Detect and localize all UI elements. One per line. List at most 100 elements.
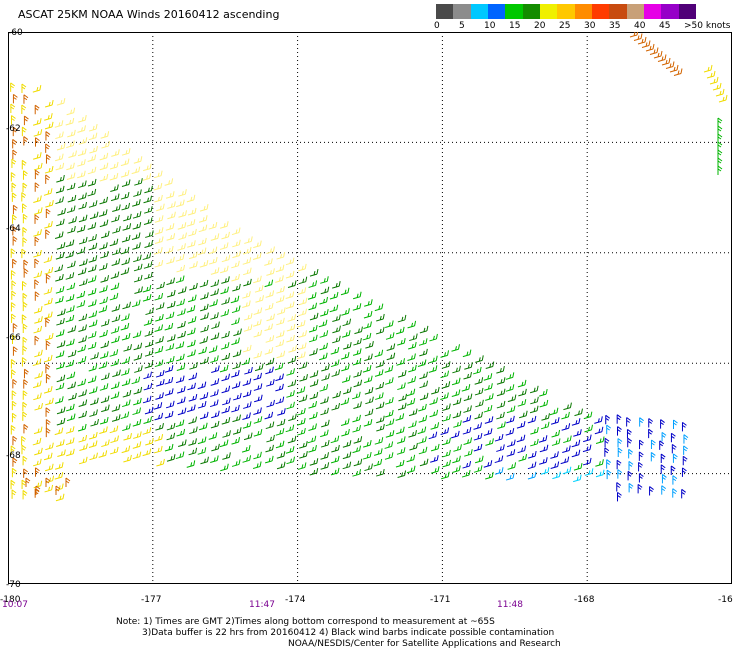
wind-barb [123, 344, 132, 352]
wind-barb [109, 349, 119, 357]
wind-barb [164, 365, 174, 373]
legend-swatch [453, 4, 471, 19]
wind-barb [474, 377, 484, 385]
wind-barb [276, 286, 285, 294]
wind-barb [285, 424, 295, 433]
wind-barb [10, 445, 16, 455]
wind-barb [65, 250, 75, 259]
wind-barb [406, 465, 416, 474]
lon-label: -171 [430, 595, 451, 605]
wind-barb [197, 381, 207, 390]
wind-barb [309, 467, 319, 476]
wind-barb [166, 432, 176, 441]
wind-barb [376, 415, 385, 424]
wind-barb [143, 371, 152, 380]
wind-barb [176, 199, 185, 208]
wind-barb [220, 309, 230, 317]
wind-barb [672, 453, 678, 463]
wind-barb [242, 257, 252, 265]
wind-barb [22, 227, 28, 237]
wind-barb [133, 386, 143, 395]
wind-barb [55, 185, 65, 194]
wind-barb [34, 236, 40, 247]
wind-barb [23, 368, 29, 379]
wind-barb [243, 267, 252, 276]
wind-barb [54, 120, 64, 128]
wind-barb [264, 411, 274, 420]
wind-barb [23, 136, 29, 146]
wind-barb [55, 131, 64, 140]
wind-barb [11, 158, 17, 169]
wind-barb [428, 365, 438, 373]
wind-barb [616, 482, 622, 492]
wind-barb [219, 364, 229, 373]
wind-barb [155, 314, 164, 322]
wind-barb [187, 349, 196, 358]
wind-barb [33, 392, 42, 401]
wind-barb [111, 258, 121, 267]
wind-barb [166, 256, 175, 265]
wind-barb [142, 448, 152, 457]
wind-barb [406, 398, 416, 406]
wind-barb [442, 459, 451, 468]
wind-barb [308, 302, 318, 311]
wind-barb [110, 358, 120, 367]
lon-label: -177 [141, 595, 162, 605]
wind-barb [539, 399, 549, 408]
wind-barb [99, 219, 109, 228]
wind-barb [287, 355, 297, 364]
wind-barb [365, 396, 374, 405]
wind-barb [340, 287, 350, 296]
wind-barb [78, 236, 88, 245]
wind-barb [573, 429, 582, 437]
wind-barb [87, 154, 97, 163]
wind-barb [178, 210, 187, 218]
wind-barb [650, 439, 656, 450]
wind-barb [22, 455, 28, 466]
wind-barb [187, 382, 196, 391]
wind-barb [21, 192, 27, 202]
wind-barb [329, 291, 339, 300]
wind-barb [265, 366, 274, 375]
wind-barb [232, 283, 241, 292]
wind-barb [210, 455, 219, 463]
wind-barb [143, 217, 153, 225]
wind-barb [199, 279, 209, 288]
legend-swatch [522, 4, 540, 19]
wind-barb [109, 238, 119, 247]
wind-barb [88, 264, 97, 273]
wind-barb [242, 246, 252, 255]
wind-barb [187, 240, 196, 248]
wind-barb [67, 381, 76, 390]
wind-barbs [10, 32, 728, 502]
wind-barb [671, 443, 677, 454]
wind-barb [309, 458, 319, 466]
wind-barb [364, 353, 373, 362]
wind-barb [45, 442, 54, 451]
wind-barb [111, 314, 121, 323]
wind-barb [442, 449, 451, 458]
wind-barb [494, 433, 504, 442]
wind-barb [255, 295, 264, 303]
wind-barb [375, 326, 385, 335]
wind-barb [67, 129, 76, 138]
wind-barb [527, 471, 537, 480]
wind-barb [605, 414, 611, 425]
wind-barb [374, 369, 384, 377]
wind-barb [120, 322, 130, 331]
wind-barb [703, 64, 713, 73]
wind-barb [133, 431, 142, 439]
wind-barb [197, 247, 207, 256]
wind-barb [55, 274, 64, 282]
wind-barb [606, 469, 612, 480]
wind-barb [604, 437, 610, 448]
wind-barb [395, 326, 405, 335]
wind-barb [530, 438, 539, 447]
wind-barb [232, 361, 241, 370]
wind-barb [320, 429, 329, 438]
wind-barb [451, 344, 460, 352]
wind-barb [286, 323, 296, 332]
wind-barb [418, 338, 428, 346]
wind-barb [101, 439, 110, 448]
wind-barb [253, 372, 262, 381]
